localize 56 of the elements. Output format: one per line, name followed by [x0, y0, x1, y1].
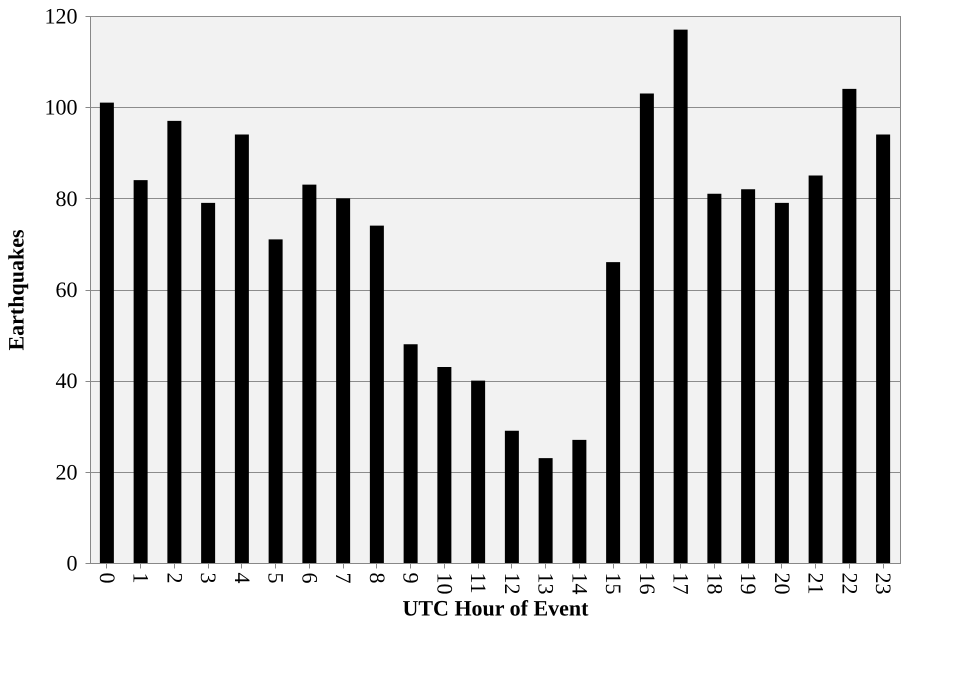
bar [674, 30, 688, 563]
bar [302, 184, 316, 563]
y-tick-label: 120 [44, 4, 78, 28]
bar [370, 226, 384, 563]
x-tick-label: 3 [196, 572, 222, 584]
x-tick-label: 19 [736, 572, 762, 594]
bar [437, 366, 452, 563]
bar [572, 440, 586, 563]
x-tick-label: 20 [770, 572, 795, 594]
y-tick-label: 40 [56, 368, 78, 394]
bar [134, 180, 148, 563]
bar [741, 189, 756, 563]
x-tick-label: 14 [567, 572, 592, 594]
bar [201, 202, 216, 563]
y-tick-label: 20 [56, 459, 78, 484]
x-tick-label: 15 [601, 572, 626, 594]
x-tick-label: 8 [364, 572, 390, 584]
y-tick-label: 80 [56, 186, 78, 211]
x-tick-label: 2 [162, 572, 188, 584]
bar [774, 202, 789, 563]
x-tick-label: 0 [94, 572, 120, 584]
x-tick-label: 13 [534, 572, 559, 594]
x-tick-label: 16 [634, 572, 660, 594]
bar [268, 239, 283, 563]
bar [167, 120, 182, 563]
x-tick-label: 22 [837, 572, 862, 594]
bar [538, 458, 553, 563]
bar [471, 380, 486, 563]
bar [707, 194, 722, 563]
x-tick-label: 10 [432, 572, 458, 594]
bar [808, 176, 823, 563]
bar [876, 134, 890, 563]
x-tick-label: 23 [871, 572, 896, 594]
y-tick-label: 100 [44, 94, 78, 120]
x-tick-label: 11 [466, 572, 492, 594]
bar [606, 262, 620, 563]
x-tick-label: 17 [668, 572, 694, 594]
x-tick-label: 1 [128, 572, 154, 584]
bar [640, 93, 654, 563]
x-tick-label: 5 [264, 572, 289, 584]
bar [336, 198, 350, 563]
bar [842, 88, 856, 563]
y-tick-label: 60 [56, 277, 78, 302]
bar [404, 344, 418, 563]
bar [100, 102, 114, 563]
x-tick-label: 9 [398, 572, 424, 584]
x-axis-title: UTC Hour of Event [402, 596, 590, 620]
x-tick-label: 21 [804, 572, 829, 594]
bar [504, 430, 519, 563]
x-tick-label: 12 [500, 572, 525, 594]
x-tick-label: 18 [702, 572, 728, 594]
y-axis-title: Earthquakes [4, 229, 28, 351]
x-tick-label: 4 [230, 572, 255, 584]
x-tick-label: 6 [297, 572, 322, 584]
x-tick-label: 7 [331, 572, 356, 584]
bar [234, 134, 249, 563]
